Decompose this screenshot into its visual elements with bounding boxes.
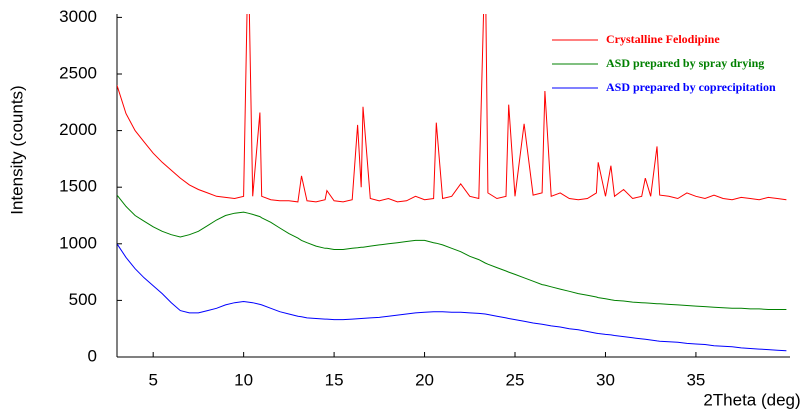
y-axis-label: Intensity (counts) — [7, 85, 26, 214]
y-tick-label: 1500 — [59, 177, 97, 196]
y-tick-label: 3000 — [59, 7, 97, 26]
data-line — [117, 243, 787, 352]
x-tick-label: 25 — [506, 370, 525, 389]
y-tick-label: 2000 — [59, 120, 97, 139]
data-line — [117, 14, 787, 203]
x-axis-label: 2Theta (deg) — [703, 390, 800, 409]
y-tick-label: 500 — [69, 290, 97, 309]
x-tick-label: 30 — [596, 370, 615, 389]
x-tick-label: 15 — [325, 370, 344, 389]
x-tick-label: 35 — [686, 370, 705, 389]
y-tick-label: 2500 — [59, 63, 97, 82]
x-tick-label: 10 — [234, 370, 253, 389]
legend-label: Crystalline Felodipine — [606, 32, 720, 46]
x-tick-label: 5 — [148, 370, 157, 389]
x-tick-label: 20 — [415, 370, 434, 389]
y-tick-label: 1000 — [59, 233, 97, 252]
plot-area — [117, 14, 787, 352]
data-line — [117, 194, 787, 310]
legend-label: ASD prepared by coprecipitation — [606, 80, 776, 94]
legend-label: ASD prepared by spray drying — [606, 56, 764, 70]
y-tick-label: 0 — [88, 346, 97, 365]
